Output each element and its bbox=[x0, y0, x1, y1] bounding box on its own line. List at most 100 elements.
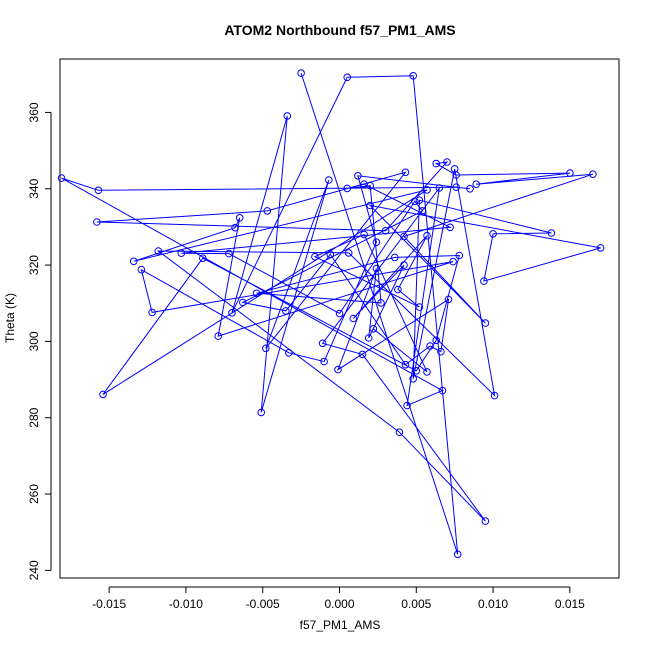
data-point bbox=[409, 72, 418, 80]
data-point bbox=[432, 159, 441, 168]
data-point bbox=[372, 238, 381, 246]
data-point bbox=[400, 232, 408, 241]
data-point bbox=[446, 223, 454, 232]
data-point bbox=[435, 184, 444, 192]
data-point bbox=[366, 201, 375, 210]
data-point bbox=[400, 261, 408, 269]
data-point bbox=[57, 174, 66, 182]
data-point bbox=[228, 309, 236, 317]
x-tick-label: -0.005 bbox=[246, 597, 280, 611]
x-tick-label: -0.010 bbox=[169, 597, 203, 611]
data-point bbox=[326, 250, 335, 259]
y-axis-label: Theta (K) bbox=[3, 293, 17, 343]
data-point bbox=[320, 357, 328, 366]
data-point bbox=[360, 230, 368, 239]
data-point bbox=[137, 265, 146, 274]
data-point bbox=[285, 349, 293, 357]
data-point bbox=[334, 365, 342, 374]
data-point bbox=[239, 298, 247, 307]
data-point bbox=[401, 360, 410, 369]
data-point bbox=[394, 285, 402, 294]
data-point bbox=[437, 347, 445, 356]
data-point bbox=[450, 165, 459, 173]
data-point bbox=[432, 336, 441, 345]
x-axis-label: f57_PM1_AMS bbox=[300, 618, 381, 632]
data-point bbox=[311, 252, 319, 261]
data-point bbox=[480, 277, 488, 285]
data-point bbox=[231, 223, 239, 232]
data-point bbox=[354, 172, 362, 180]
y-tick-label: 260 bbox=[27, 484, 41, 504]
data-point bbox=[444, 295, 453, 304]
data-point bbox=[403, 401, 411, 410]
y-tick-label: 280 bbox=[27, 407, 41, 427]
data-point bbox=[547, 229, 556, 237]
data-point bbox=[369, 325, 378, 333]
y-tick-label: 300 bbox=[27, 331, 41, 351]
data-point bbox=[343, 184, 352, 193]
data-point bbox=[443, 158, 451, 166]
data-point bbox=[235, 214, 244, 222]
data-point bbox=[589, 170, 597, 178]
data-point bbox=[263, 207, 272, 215]
data-point bbox=[395, 428, 404, 437]
data-point bbox=[335, 309, 344, 318]
data-point bbox=[418, 207, 427, 215]
data-point bbox=[381, 226, 390, 235]
data-point bbox=[177, 249, 186, 257]
data-point bbox=[412, 367, 421, 375]
plot-frame bbox=[59, 58, 620, 579]
series-group bbox=[57, 69, 605, 559]
data-point bbox=[360, 180, 368, 188]
data-point bbox=[282, 307, 290, 315]
data-point bbox=[377, 299, 385, 307]
data-point bbox=[358, 350, 367, 359]
data-point bbox=[489, 230, 497, 238]
data-point bbox=[214, 332, 222, 340]
data-point bbox=[423, 186, 431, 194]
x-tick-label: -0.015 bbox=[92, 597, 126, 611]
data-point bbox=[199, 254, 207, 263]
data-point bbox=[423, 231, 431, 240]
data-point bbox=[481, 517, 490, 525]
data-point bbox=[426, 342, 434, 350]
chart-title: ATOM2 Northbound f57_PM1_AMS bbox=[224, 22, 455, 38]
data-point bbox=[401, 168, 410, 177]
data-point bbox=[364, 334, 373, 342]
x-tick-label: 0.010 bbox=[478, 597, 508, 611]
data-point bbox=[252, 289, 261, 298]
data-point bbox=[99, 390, 107, 399]
x-axis-ticks: -0.015 -0.010 -0.005 0.000 0.005 0.010 0.015 bbox=[92, 587, 585, 611]
data-point bbox=[490, 391, 499, 400]
x-tick-label: 0.015 bbox=[555, 597, 585, 611]
data-point bbox=[596, 244, 605, 252]
data-point bbox=[349, 314, 358, 323]
data-point bbox=[415, 196, 424, 204]
data-point bbox=[344, 249, 353, 257]
y-axis-ticks: 240 260 280 300 320 340 360 bbox=[27, 102, 51, 580]
data-point bbox=[452, 183, 461, 191]
data-point bbox=[129, 257, 138, 266]
data-point bbox=[94, 186, 103, 195]
data-point bbox=[283, 112, 292, 120]
data-point bbox=[453, 550, 462, 559]
data-point bbox=[262, 344, 270, 353]
x-tick-label: 0.000 bbox=[324, 597, 354, 611]
data-point bbox=[411, 197, 419, 206]
data-point bbox=[225, 249, 233, 258]
data-point bbox=[318, 339, 327, 348]
series-line bbox=[61, 72, 601, 555]
data-point bbox=[93, 218, 101, 226]
data-point bbox=[423, 368, 431, 376]
y-tick-label: 240 bbox=[27, 560, 41, 580]
data-point bbox=[391, 253, 399, 262]
data-point bbox=[481, 319, 490, 327]
y-tick-label: 360 bbox=[27, 102, 41, 122]
data-point bbox=[325, 176, 333, 184]
data-point bbox=[257, 408, 266, 417]
data-point bbox=[472, 180, 481, 188]
y-tick-label: 340 bbox=[27, 178, 41, 198]
data-point bbox=[297, 69, 305, 77]
data-point bbox=[455, 251, 464, 260]
